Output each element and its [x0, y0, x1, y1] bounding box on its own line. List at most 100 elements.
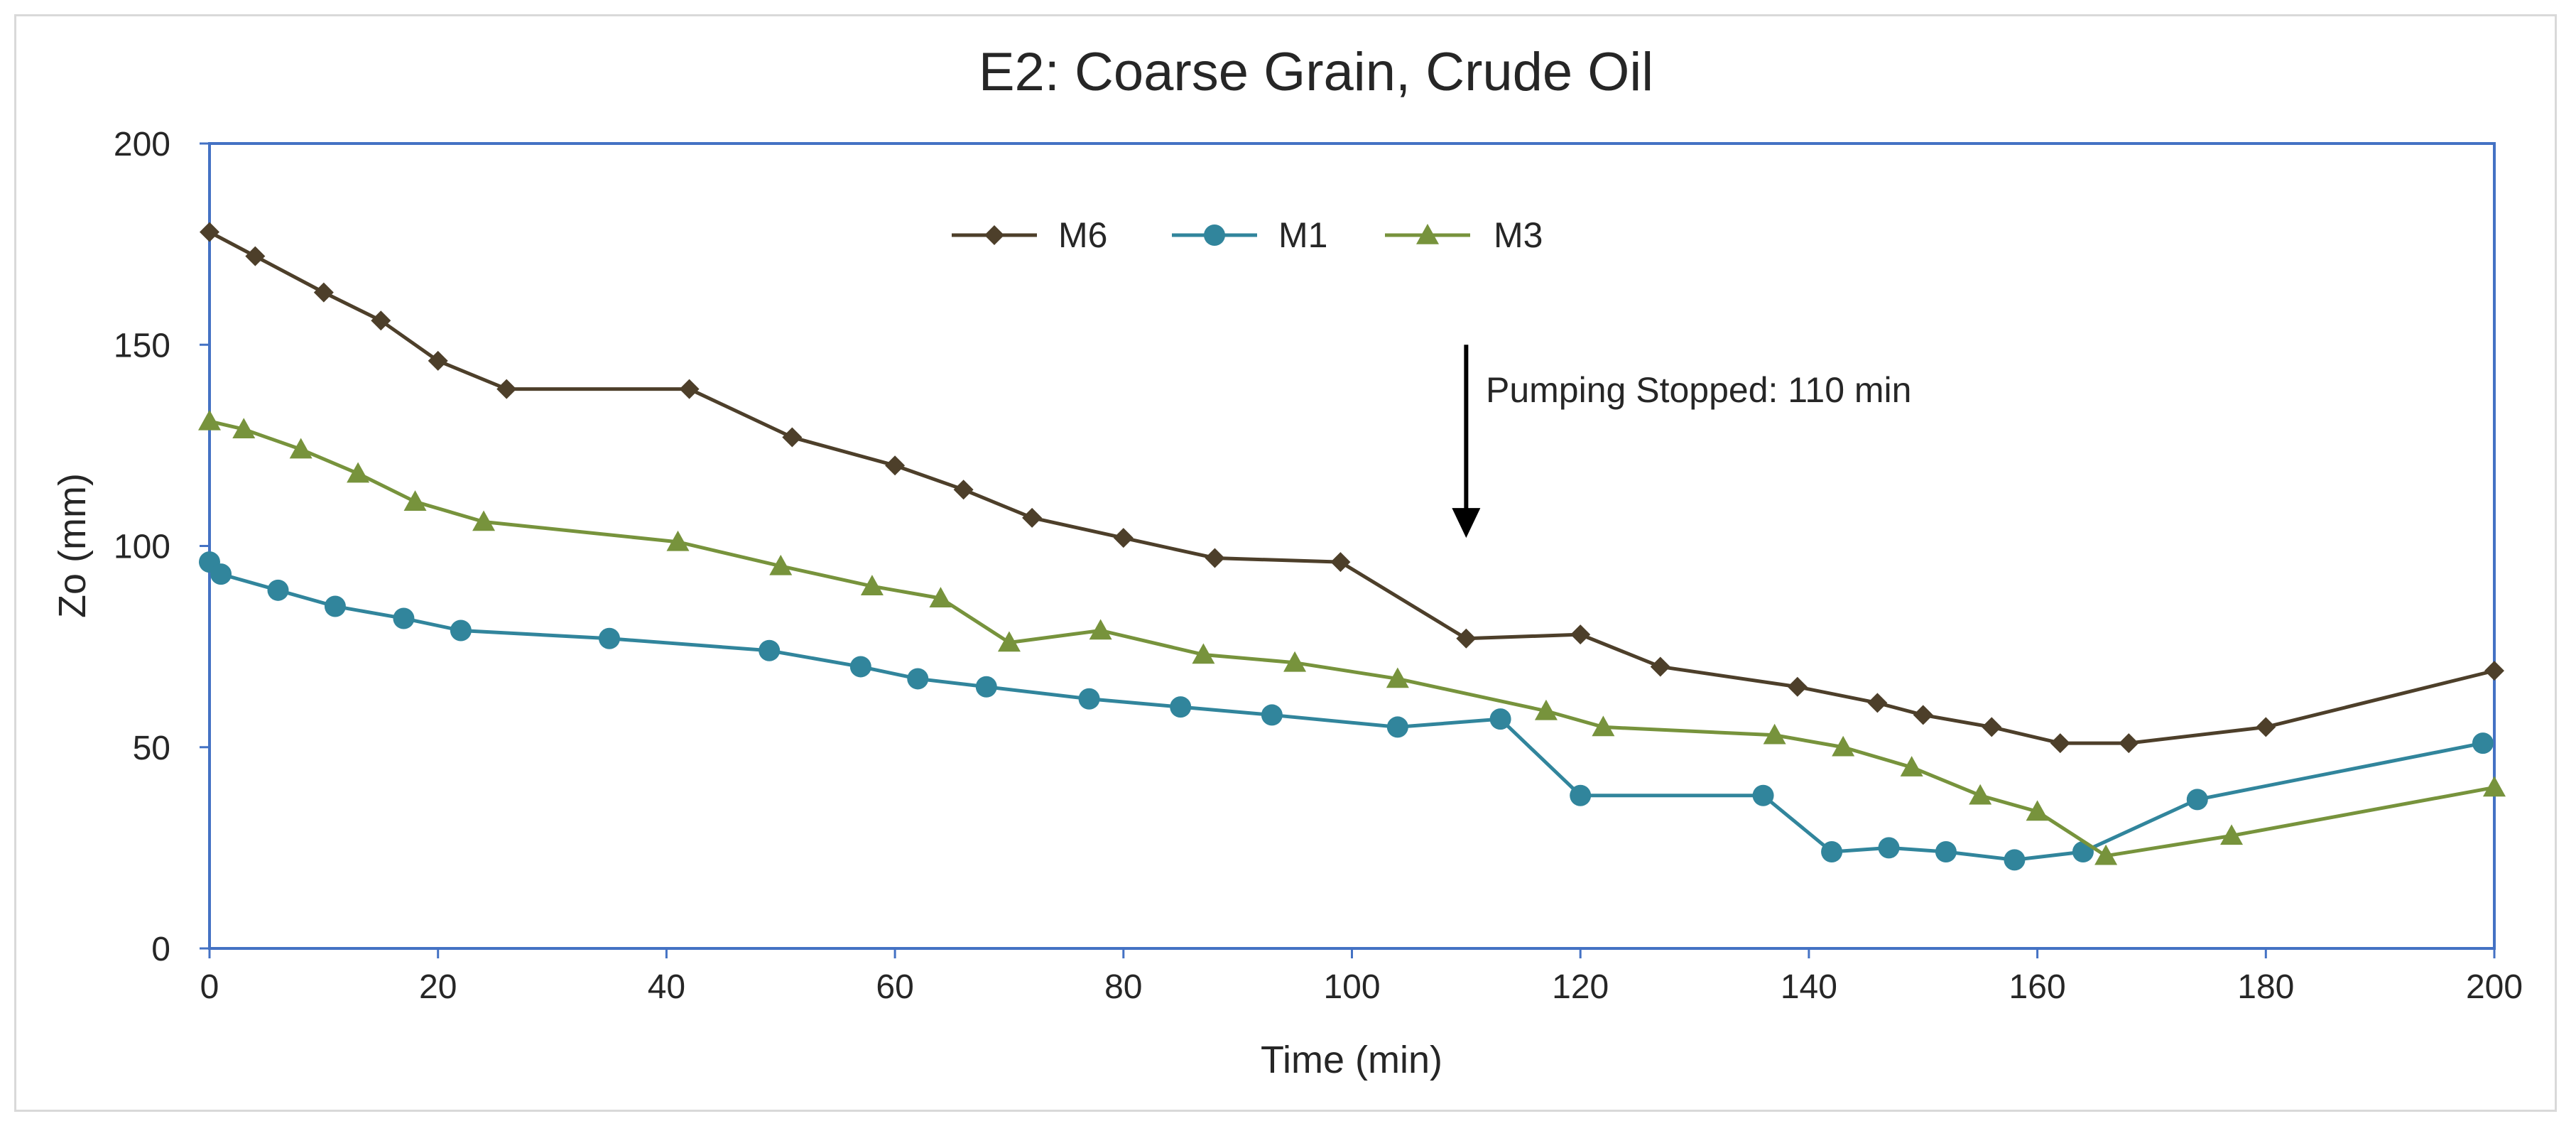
y-tick-label: 0 — [151, 931, 170, 968]
series-layer — [198, 222, 2506, 871]
series-m1-point — [1752, 784, 1774, 806]
series-m3-point — [929, 587, 952, 607]
series-m3-point — [2026, 800, 2049, 821]
series-m1-point — [1261, 704, 1283, 726]
series-m3-point — [997, 631, 1021, 652]
series-m3-point — [1386, 667, 1409, 688]
legend-label: M6 — [1058, 215, 1107, 255]
legend-item-m3: M3 — [1385, 215, 1543, 255]
series-m1-point — [2186, 789, 2208, 811]
legend-label: M3 — [1494, 215, 1543, 255]
axis-ticks: 0 20 40 60 80 100 120 140 160 180 200 0 50 100 150 200 — [114, 126, 2523, 1006]
series-m1-point — [324, 595, 346, 617]
series-m3-point — [769, 554, 793, 575]
series-m6-point — [1570, 624, 1591, 645]
legend-item-m6: M6 — [952, 215, 1107, 255]
y-tick-label: 150 — [114, 327, 170, 364]
series-m3-point — [1969, 784, 1992, 805]
series-m3-point — [472, 510, 496, 531]
legend-item-m1: M1 — [1172, 215, 1327, 255]
series-m1-point — [759, 639, 781, 661]
series-m1-point — [1935, 841, 1957, 863]
series-m1-point — [598, 627, 620, 649]
series-m3-point — [232, 418, 256, 439]
x-tick-label: 60 — [876, 968, 913, 1006]
y-tick-label: 100 — [114, 529, 170, 566]
series-m1-point — [1078, 688, 1100, 710]
series-m3 — [198, 409, 2506, 865]
series-m6 — [200, 222, 2504, 754]
series-m6-point — [428, 350, 448, 371]
series-m6-point — [679, 379, 700, 399]
series-m3-point — [1283, 651, 1307, 672]
plot-area — [208, 142, 2496, 950]
series-m6-point — [2484, 661, 2504, 681]
series-m3-point — [2483, 776, 2506, 797]
series-m1-point — [907, 668, 929, 690]
series-m1-point — [267, 579, 289, 601]
series-m6-point — [200, 222, 219, 242]
series-m6-point — [2119, 733, 2139, 754]
x-tick-label: 180 — [2237, 968, 2294, 1006]
series-m6-point — [1022, 507, 1043, 528]
series-m6-point — [1205, 548, 1225, 568]
chart-frame — [14, 14, 2557, 1112]
series-m1-point — [849, 656, 871, 678]
series-m3-point — [1592, 715, 1615, 737]
x-tick-label: 200 — [2466, 968, 2523, 1006]
x-tick-label: 80 — [1104, 968, 1142, 1006]
series-m3-point — [1832, 735, 1855, 757]
series-m1-point — [2004, 849, 2026, 871]
series-m3-point — [347, 462, 370, 483]
legend-label: M1 — [1278, 215, 1327, 255]
series-m3-point — [2220, 824, 2244, 845]
series-m6-point — [1982, 717, 2002, 737]
x-tick-label: 120 — [1552, 968, 1609, 1006]
series-m6-line — [208, 230, 2495, 745]
series-m3-point — [198, 409, 221, 431]
series-m6-point — [953, 480, 974, 500]
x-tick-label: 140 — [1781, 968, 1837, 1006]
y-axis-title: Zo (mm) — [51, 473, 94, 618]
series-m6-point — [2256, 717, 2276, 737]
series-m1-point — [393, 607, 415, 629]
series-m1-point — [1170, 696, 1192, 718]
legend-marker — [1204, 224, 1225, 246]
series-m6-point — [496, 379, 517, 399]
series-m6-point — [371, 310, 391, 331]
series-m6-point — [1650, 656, 1670, 677]
legend-marker — [1416, 224, 1439, 244]
series-m6-point — [782, 427, 803, 448]
series-m3-point — [1534, 699, 1558, 720]
series-m6-point — [885, 455, 906, 476]
series-m1-point — [210, 563, 232, 585]
series-m3-point — [2094, 844, 2118, 865]
series-m1-point — [2472, 732, 2494, 754]
annotation: Pumping Stopped: 110 min — [1452, 345, 1911, 539]
series-m6-point — [2050, 733, 2070, 754]
series-m3-point — [860, 575, 884, 595]
series-m1-point — [1821, 841, 1843, 863]
series-m3-point — [1192, 643, 1215, 664]
y-tick-label: 50 — [133, 730, 170, 767]
series-m1-point — [975, 676, 997, 698]
x-tick-label: 20 — [419, 968, 457, 1006]
annotation-text: Pumping Stopped: 110 min — [1486, 370, 1911, 410]
series-m6-point — [1787, 676, 1808, 697]
series-m3-point — [403, 490, 427, 511]
x-axis-title: Time (min) — [1261, 1039, 1442, 1081]
x-tick-label: 100 — [1323, 968, 1380, 1006]
series-m1-point — [450, 619, 472, 642]
series-m6-point — [1456, 628, 1477, 649]
series-m6-point — [245, 246, 266, 266]
x-tick-label: 40 — [648, 968, 685, 1006]
series-m6-point — [1330, 552, 1351, 573]
series-m3-line — [209, 419, 2495, 858]
series-m6-point — [1867, 693, 1888, 713]
series-m3-point — [289, 438, 313, 459]
series-m1-line — [208, 561, 2484, 862]
x-tick-label: 160 — [2009, 968, 2066, 1006]
legend-marker — [984, 225, 1004, 245]
chart-title: E2: Coarse Grain, Crude Oil — [979, 42, 1653, 102]
